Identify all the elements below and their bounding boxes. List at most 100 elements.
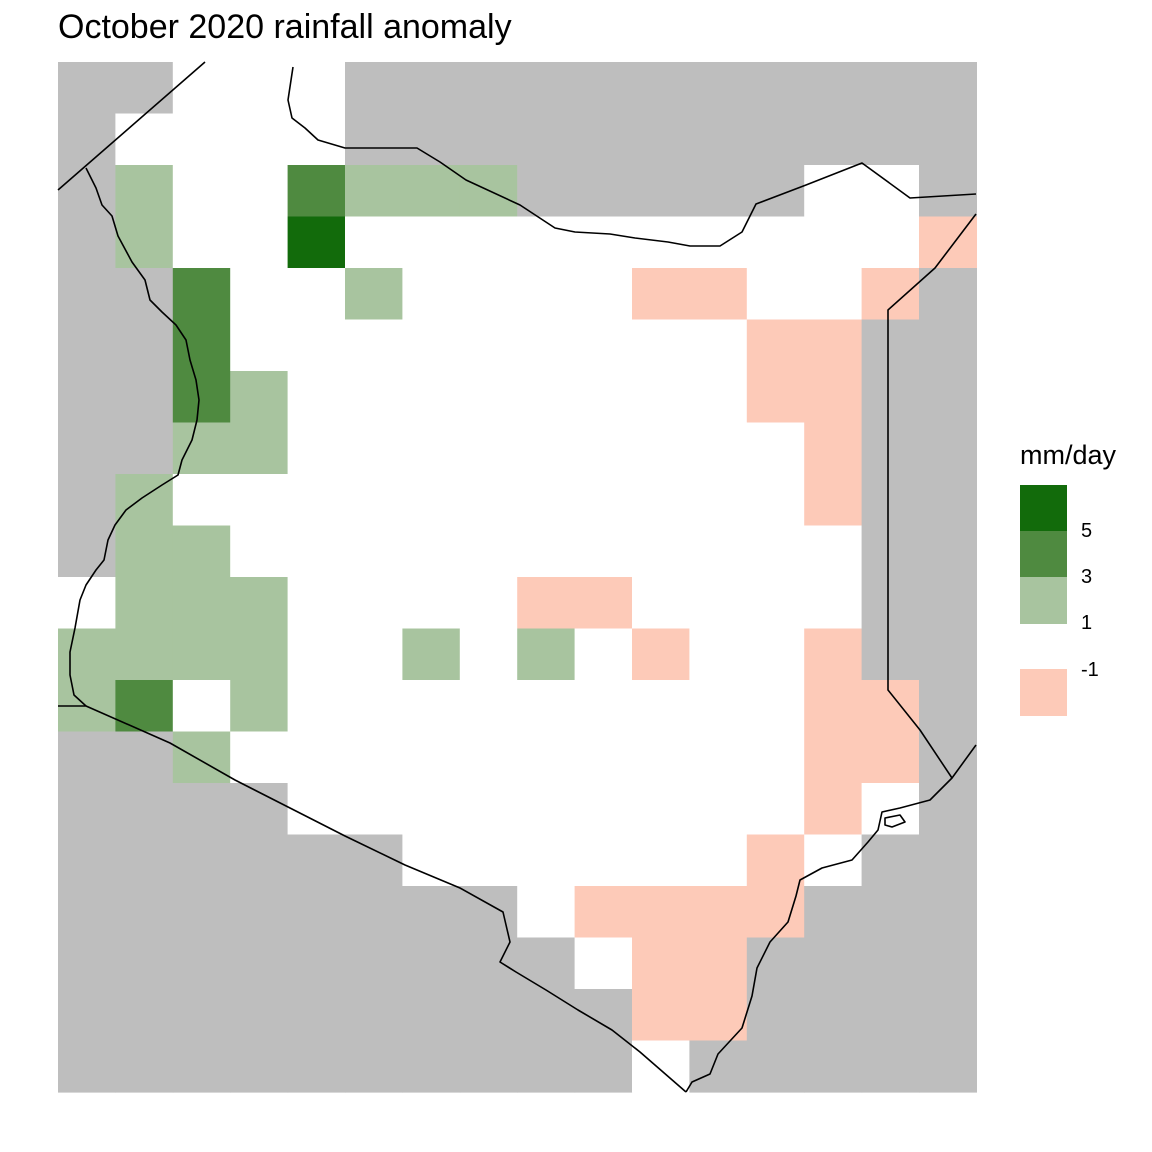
grid-cell-nodata xyxy=(574,165,633,218)
grid-cell-neutral xyxy=(402,834,461,887)
grid-cell-neutral xyxy=(230,268,289,321)
grid-cell-c1 xyxy=(115,525,174,578)
grid-cell-c1 xyxy=(517,628,576,681)
grid-cell-neutral xyxy=(861,165,920,218)
grid-cell-c1 xyxy=(345,165,403,218)
grid-cell-nodata xyxy=(517,113,576,166)
grid-cell-neutral xyxy=(230,319,289,372)
grid-cell-c1 xyxy=(345,268,403,321)
grid-cell-nodata xyxy=(115,937,174,990)
grid-cell-neutral xyxy=(746,422,805,475)
grid-cell-cm1 xyxy=(689,268,748,321)
grid-cell-neutral xyxy=(517,319,576,372)
grid-cell-nodata xyxy=(919,1040,977,1093)
grid-cell-neutral xyxy=(517,474,576,527)
grid-cell-cm1 xyxy=(861,731,920,784)
grid-cell-neutral xyxy=(172,165,231,218)
grid-cell-neutral xyxy=(574,371,633,424)
grid-cell-neutral xyxy=(230,165,289,218)
grid-cell-neutral xyxy=(459,577,518,630)
grid-cell-nodata xyxy=(517,1040,576,1093)
grid-cell-cm1 xyxy=(574,577,633,630)
grid-cell-nodata xyxy=(804,886,863,939)
grid-cell-nodata xyxy=(58,371,116,424)
grid-cell-nodata xyxy=(345,834,403,887)
grid-cell-nodata xyxy=(861,1040,920,1093)
grid-cell-neutral xyxy=(517,886,576,939)
grid-cell-c1 xyxy=(172,628,231,681)
grid-cell-nodata xyxy=(115,422,174,475)
grid-cell-neutral xyxy=(517,680,576,733)
grid-cell-nodata xyxy=(172,1040,231,1093)
legend-tick-label: -1 xyxy=(1081,659,1099,681)
grid-cell-nodata xyxy=(172,834,231,887)
grid-cell-neutral xyxy=(230,525,289,578)
grid-cell-neutral xyxy=(58,577,116,630)
grid-cell-cm1 xyxy=(804,474,863,527)
grid-cell-nodata xyxy=(402,937,461,990)
grid-cell-neutral xyxy=(172,62,231,115)
grid-cell-neutral xyxy=(574,731,633,784)
grid-cell-c1 xyxy=(115,577,174,630)
grid-cell-neutral xyxy=(574,268,633,321)
grid-cell-nodata xyxy=(804,113,863,166)
grid-cell-nodata xyxy=(172,937,231,990)
grid-cell-neutral xyxy=(402,474,461,527)
grid-cell-neutral xyxy=(459,319,518,372)
grid-cell-cm1 xyxy=(804,371,863,424)
grid-cell-nodata xyxy=(345,113,403,166)
grid-cell-c1 xyxy=(172,525,231,578)
grid-cell-c1 xyxy=(230,371,289,424)
grid-cell-nodata xyxy=(861,371,920,424)
grid-cell-neutral xyxy=(632,319,690,372)
grid-cell-nodata xyxy=(919,783,977,836)
grid-cell-nodata xyxy=(861,422,920,475)
grid-cell-neutral xyxy=(574,319,633,372)
grid-cell-nodata xyxy=(574,113,633,166)
grid-cell-nodata xyxy=(402,113,461,166)
grid-cell-neutral xyxy=(689,834,748,887)
grid-cell-nodata xyxy=(172,886,231,939)
grid-cell-c1 xyxy=(115,216,174,269)
grid-cell-neutral xyxy=(517,371,576,424)
grid-cell-neutral xyxy=(402,371,461,424)
grid-cell-nodata xyxy=(861,989,920,1042)
grid-cell-nodata xyxy=(287,886,346,939)
grid-cell-nodata xyxy=(919,474,977,527)
grid-cell-neutral xyxy=(574,937,633,990)
grid-cell-nodata xyxy=(919,937,977,990)
grid-cell-neutral xyxy=(689,731,748,784)
grid-cell-neutral xyxy=(172,113,231,166)
grid-cell-nodata xyxy=(919,62,977,115)
country-borders xyxy=(57,61,977,1093)
grid-cell-neutral xyxy=(345,680,403,733)
grid-cell-neutral xyxy=(459,783,518,836)
grid-cell-cm1 xyxy=(804,628,863,681)
grid-cell-neutral xyxy=(230,216,289,269)
grid-cell-neutral xyxy=(517,731,576,784)
grid-cell-neutral xyxy=(632,525,690,578)
grid-cell-neutral xyxy=(287,783,346,836)
grid-cell-neutral xyxy=(804,216,863,269)
grid-cell-c1 xyxy=(230,577,289,630)
grid-cell-nodata xyxy=(919,989,977,1042)
grid-cell-neutral xyxy=(459,371,518,424)
grid-cell-neutral xyxy=(517,783,576,836)
grid-cell-neutral xyxy=(574,422,633,475)
grid-cell-nodata xyxy=(861,474,920,527)
grid-cell-neutral xyxy=(287,474,346,527)
grid-cell-nodata xyxy=(861,319,920,372)
grid-cell-nodata xyxy=(459,989,518,1042)
grid-cell-neutral xyxy=(402,422,461,475)
grid-cell-nodata xyxy=(919,371,977,424)
grid-cell-cm1 xyxy=(632,937,690,990)
grid-cell-nodata xyxy=(919,113,977,166)
grid-cell-cm1 xyxy=(689,989,748,1042)
grid-cell-neutral xyxy=(746,474,805,527)
grid-cell-neutral xyxy=(746,268,805,321)
grid-cell-neutral xyxy=(287,268,346,321)
grid-cell-c3 xyxy=(287,165,346,218)
grid-cell-neutral xyxy=(345,371,403,424)
grid-cell-neutral xyxy=(230,474,289,527)
grid-cell-neutral xyxy=(459,474,518,527)
